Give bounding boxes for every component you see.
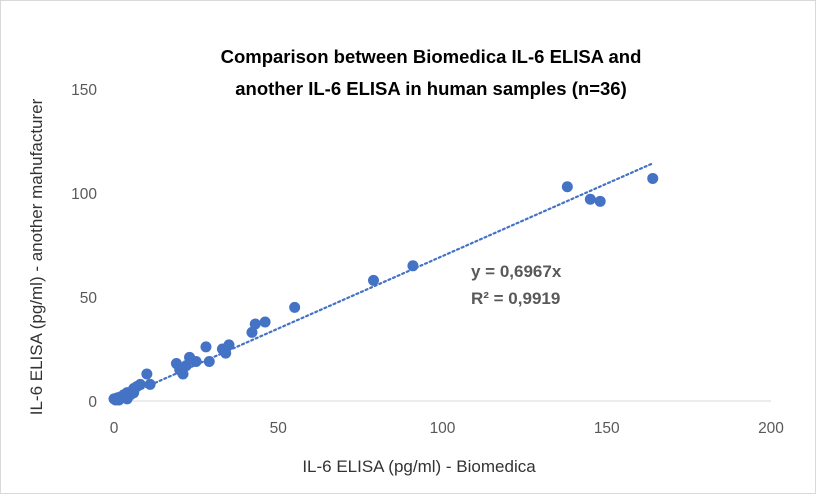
y-tick-labels: 0 50 100 150 [71,82,97,411]
data-point [144,378,156,390]
y-axis-label: IL-6 ELISA (pg/ml) - another mahufacture… [27,98,46,415]
data-point [249,318,261,330]
x-tick-label: 50 [270,420,288,437]
data-point [177,368,189,380]
data-point [561,181,573,193]
x-tick-label: 150 [594,420,620,437]
data-points [108,172,659,406]
data-point [289,301,301,313]
x-tick-label: 100 [430,420,456,437]
y-tick-label: 0 [88,394,97,411]
x-tick-labels: 0 50 100 150 200 [110,420,785,437]
trendline-group [112,162,654,403]
data-point [246,326,258,338]
x-tick-label: 200 [758,420,784,437]
data-point [190,355,202,367]
data-point [113,394,125,406]
x-axis-label: IL-6 ELISA (pg/ml) - Biomedica [302,457,536,476]
data-point [368,274,380,286]
trendline-r-squared: R² = 0,9919 [471,289,560,308]
y-tick-label: 100 [71,186,97,203]
y-tick-label: 150 [71,82,97,99]
x-tick-label: 0 [110,420,119,437]
data-point [584,193,596,205]
trendline-equation: y = 0,6967x [471,262,562,281]
data-point [594,195,606,207]
data-point [647,172,659,184]
data-point [259,316,271,328]
data-point [223,339,235,351]
data-point [134,378,146,390]
y-tick-label: 50 [80,290,98,307]
chart-title-line-2: another IL-6 ELISA in human samples (n=3… [235,78,627,99]
data-point [141,368,153,380]
data-point [200,341,212,353]
data-point [220,347,232,359]
data-point [180,360,192,372]
data-point [203,355,215,367]
data-point [407,260,419,272]
trendline [112,162,654,403]
chart-title-line-1: Comparison between Biomedica IL-6 ELISA … [221,46,642,67]
